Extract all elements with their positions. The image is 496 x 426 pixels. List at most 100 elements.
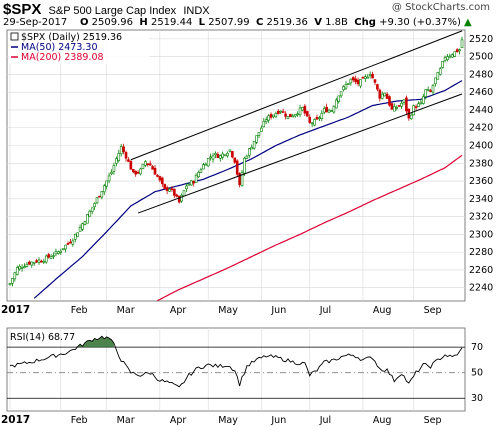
candle-body <box>226 152 229 157</box>
price-tick-label: 2380 <box>469 158 493 169</box>
candle-body <box>436 72 440 80</box>
candle-body <box>158 176 162 181</box>
rsi-legend: RSI(14) 68.77 <box>10 332 75 343</box>
candle-body <box>272 114 275 118</box>
rsi-x-tick-label: Aug <box>373 415 392 426</box>
candle-body <box>412 105 415 116</box>
candle-body <box>211 155 215 160</box>
price-x-tick-label: Jul <box>319 305 331 316</box>
candle-body <box>361 76 365 79</box>
candle-body <box>141 163 145 169</box>
candle-body <box>102 185 106 193</box>
candle-body <box>385 93 389 99</box>
price-tick-label: 2440 <box>469 105 493 116</box>
candle-body <box>342 86 345 91</box>
candle-body <box>320 112 324 119</box>
price-tick-label: 2360 <box>469 176 493 187</box>
volume-value: 1.8B <box>325 17 348 28</box>
candle-body <box>405 97 408 112</box>
candle-body <box>69 241 72 244</box>
rsi-x-tick-label: May <box>218 415 238 426</box>
candle-body <box>168 188 171 192</box>
candle-body <box>59 250 63 253</box>
candle-body <box>88 210 92 217</box>
rsi-tick-label: 70 <box>471 342 483 353</box>
candle-body <box>32 261 36 264</box>
candle-body <box>76 232 79 237</box>
rsi-x-tick-label: 2017 <box>1 414 30 426</box>
candle-body <box>98 195 101 198</box>
candle-body <box>322 108 326 113</box>
candle-body <box>218 155 222 159</box>
candle-body <box>148 163 152 166</box>
candle-body <box>335 99 338 109</box>
candle-body <box>8 282 12 286</box>
candle-body <box>44 255 48 263</box>
rsi-x-tick-label: Feb <box>71 415 88 426</box>
rsi-overbought-fill <box>77 336 114 348</box>
candle-body <box>354 78 357 83</box>
candle-body <box>165 187 169 191</box>
candle-body <box>291 115 295 118</box>
price-tick-label: 2500 <box>469 52 493 63</box>
candle-body <box>344 84 348 89</box>
candle-body <box>185 185 188 190</box>
change-value: +9.30 (+0.37%) <box>379 17 461 28</box>
candle-body <box>293 114 297 117</box>
price-x-tick-label: Aug <box>373 305 392 316</box>
candle-body <box>228 149 232 152</box>
candle-body <box>117 153 121 161</box>
candle-body <box>417 103 420 107</box>
symbol-text: $SPX <box>3 1 42 18</box>
candle-body <box>107 175 111 182</box>
price-y-axis: 2240 2260 2280 2300 2320 2340 2360 2380 2400 2420… <box>469 34 493 294</box>
price-tick-label: 2340 <box>469 194 493 205</box>
rsi-line <box>9 335 463 388</box>
rsi-panel-frame <box>6 327 466 412</box>
close-value: 2519.36 <box>266 17 308 28</box>
candle-body <box>42 260 46 263</box>
candle-body <box>18 265 21 270</box>
candle-body <box>37 259 41 263</box>
candle-body <box>276 111 280 114</box>
candle-body <box>414 106 418 109</box>
candle-body <box>247 148 251 156</box>
candle-body <box>86 214 89 224</box>
candle-body <box>426 89 430 91</box>
candle-body <box>453 51 457 57</box>
candle-body <box>64 244 67 250</box>
candle-body <box>424 89 428 97</box>
candle-body <box>337 95 341 102</box>
price-x-tick-label: Apr <box>170 305 187 316</box>
candle-body <box>238 173 241 185</box>
candle-body <box>448 55 452 58</box>
candle-body <box>78 227 82 232</box>
low-value: 2507.99 <box>208 17 250 28</box>
close-label: C <box>255 17 264 28</box>
candle-body <box>264 119 268 123</box>
candle-body <box>255 135 258 143</box>
candle-body <box>119 146 123 155</box>
candle-body <box>419 101 423 105</box>
channel-lower-line <box>137 93 463 214</box>
candle-body <box>57 251 60 254</box>
candle-body <box>397 105 401 107</box>
candle-body <box>182 190 186 197</box>
candle-body <box>192 181 196 184</box>
candle-body <box>209 156 212 159</box>
candle-body <box>296 113 299 116</box>
chart-symbol: $SPX S&P 500 Large Cap Index INDX <box>3 1 210 18</box>
candle-body <box>235 160 239 175</box>
candle-body <box>451 54 454 58</box>
candle-body <box>400 102 403 107</box>
candle-body <box>146 163 150 165</box>
index-name: S&P 500 Large Cap Index <box>48 5 177 17</box>
rsi-gridlines <box>7 328 465 411</box>
candle-body <box>110 172 113 175</box>
candle-body <box>214 153 217 156</box>
rsi-x-tick-label: Apr <box>170 415 187 426</box>
low-label: L <box>198 17 206 28</box>
candle-body <box>194 174 198 183</box>
candle-body <box>446 56 449 60</box>
